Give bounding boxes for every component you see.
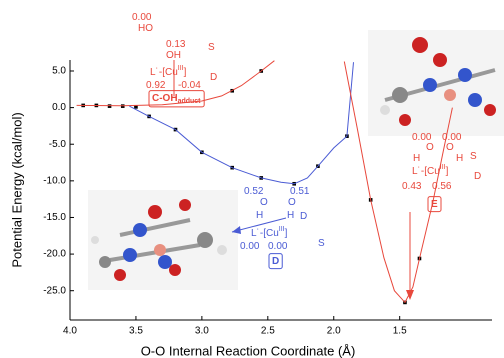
annotation-text: -0.04 bbox=[178, 80, 201, 91]
x-tick-label: 3.5 bbox=[129, 326, 143, 337]
annotation: L˙-[CuIII] bbox=[150, 65, 187, 78]
annotation-text: O bbox=[288, 197, 296, 208]
annotation: H bbox=[413, 153, 420, 164]
chart: O-O Internal Reaction Coordinate (Å) Pot… bbox=[0, 0, 504, 358]
annotation-text: 0.00 bbox=[132, 12, 152, 23]
annotation-end: ] bbox=[285, 228, 288, 239]
annotation: O bbox=[426, 142, 434, 153]
annotation-sub: adduct bbox=[178, 98, 202, 105]
annotation-text: H bbox=[456, 153, 463, 164]
y-tick-label: -20.0 bbox=[43, 249, 66, 260]
y-tick-label: 0.0 bbox=[52, 102, 66, 113]
y-tick-label: -10.0 bbox=[43, 175, 66, 186]
x-tick-label: 4.0 bbox=[63, 326, 77, 337]
annotation: -0.04 bbox=[178, 80, 201, 91]
annotation-text: O bbox=[426, 142, 434, 153]
annotation: D bbox=[210, 72, 217, 83]
annotation: 0.51 bbox=[290, 186, 310, 197]
annotation-text: S bbox=[470, 151, 477, 162]
annotation: D bbox=[300, 211, 307, 222]
annotation: O bbox=[446, 142, 454, 153]
annotation: 0.56 bbox=[432, 181, 452, 192]
annotation: H bbox=[287, 210, 294, 221]
annotation-text: 0.00 bbox=[240, 241, 260, 252]
annotation-text: 0.52 bbox=[244, 186, 264, 197]
annotation: S bbox=[470, 151, 477, 162]
annotation-text: O bbox=[446, 142, 454, 153]
annotation-text: D bbox=[210, 72, 217, 83]
annotation: 0.43 bbox=[402, 181, 422, 192]
annotation: D bbox=[272, 256, 279, 267]
annotation: S bbox=[208, 42, 215, 53]
annotation-text: C-OH bbox=[152, 93, 178, 104]
annotation: L˙-[CuIII] bbox=[412, 164, 449, 177]
annotation-text: OH bbox=[166, 50, 181, 61]
annotation-text: HO bbox=[138, 23, 153, 34]
annotation: HO bbox=[138, 23, 153, 34]
annotation-text: 0.43 bbox=[402, 181, 422, 192]
annotation: D bbox=[474, 171, 481, 182]
annotation: 0.13 bbox=[166, 39, 186, 50]
y-tick-label: -5.0 bbox=[49, 139, 67, 150]
annotation-text: D bbox=[474, 171, 481, 182]
annotation-text: L˙-[Cu bbox=[150, 67, 178, 78]
annotation: E bbox=[431, 199, 438, 210]
annotation: 0.92 bbox=[146, 80, 166, 91]
annotation-text: H bbox=[287, 210, 294, 221]
y-tick-label: -25.0 bbox=[43, 285, 66, 296]
annotation-text: O bbox=[260, 197, 268, 208]
annotation-text: 0.00 bbox=[268, 241, 288, 252]
x-tick-label: 2.5 bbox=[261, 326, 275, 337]
y-axis-label: Potential Energy (kcal/mol) bbox=[9, 112, 24, 267]
annotation: H bbox=[256, 210, 263, 221]
annotation-text: S bbox=[208, 42, 215, 53]
y-tick-label: -15.0 bbox=[43, 212, 66, 223]
annotation: 0.52 bbox=[244, 186, 264, 197]
annotation-text: 0.51 bbox=[290, 186, 310, 197]
annotation-text: L˙-[Cu bbox=[251, 228, 279, 239]
x-tick-label: 2.0 bbox=[327, 326, 341, 337]
annotation: 0.00 bbox=[268, 241, 288, 252]
annotation-end: ] bbox=[446, 166, 449, 177]
annotation-text: H bbox=[413, 153, 420, 164]
annotation: C-OHadduct bbox=[152, 93, 201, 105]
annotation-text: L˙-[Cu bbox=[412, 166, 440, 177]
y-tick-label: 5.0 bbox=[52, 66, 66, 77]
annotation-text: S bbox=[318, 238, 325, 249]
annotation: O bbox=[260, 197, 268, 208]
annotation-text: H bbox=[256, 210, 263, 221]
annotation-text: 0.92 bbox=[146, 80, 166, 91]
annotation: 0.00 bbox=[132, 12, 152, 23]
annotation-end: ] bbox=[184, 67, 187, 78]
molecule-left bbox=[88, 190, 238, 290]
x-axis-label: O-O Internal Reaction Coordinate (Å) bbox=[141, 343, 356, 358]
annotation-text: D bbox=[300, 211, 307, 222]
molecule-right bbox=[368, 30, 504, 136]
annotation: H bbox=[456, 153, 463, 164]
annotation: OH bbox=[166, 50, 181, 61]
annotation: L˙-[CuIII] bbox=[251, 226, 288, 239]
annotation-text: D bbox=[272, 256, 279, 267]
annotation: S bbox=[318, 238, 325, 249]
x-tick-label: 1.5 bbox=[393, 326, 407, 337]
annotation: O bbox=[288, 197, 296, 208]
x-tick-label: 3.0 bbox=[195, 326, 209, 337]
annotation-text: E bbox=[431, 199, 438, 210]
annotation-text: 0.56 bbox=[432, 181, 452, 192]
annotation-text: 0.13 bbox=[166, 39, 186, 50]
annotation: 0.00 bbox=[240, 241, 260, 252]
